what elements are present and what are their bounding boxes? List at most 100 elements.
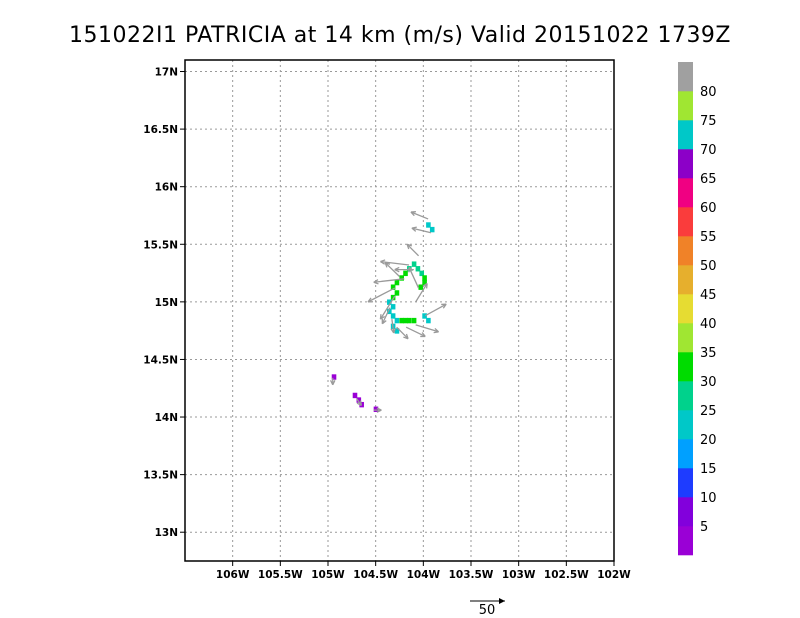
wind-speed-cell [390, 313, 396, 319]
colorbar-label: 50 [700, 259, 717, 274]
wind-vectors [330, 211, 447, 413]
wind-speed-cell [394, 328, 400, 334]
colorbar-label: 60 [700, 201, 717, 216]
colorbar-segment [678, 381, 693, 411]
colorbar-label: 35 [700, 346, 717, 361]
wind-vector-head [410, 211, 416, 217]
colorbar-label: 40 [700, 317, 717, 332]
wind-vector-head [420, 332, 426, 338]
wind-speed-cell [394, 290, 400, 296]
reference-vector: 50 [470, 598, 505, 618]
wind-speed-cell [390, 304, 396, 310]
wind-speed-cell [429, 226, 435, 233]
wind-speed-cell [387, 299, 392, 305]
wind-speed-cell [419, 270, 425, 277]
colorbar-segment [678, 497, 693, 527]
y-tick-label: 15N [155, 297, 178, 309]
colorbar-label: 15 [700, 462, 717, 477]
wind-vector [415, 324, 440, 334]
colorbar-label: 25 [700, 404, 717, 419]
wind-speed-cell [422, 279, 427, 286]
wind-vector [411, 226, 432, 234]
colorbar-segment [678, 178, 693, 208]
wind-speed-cell [390, 284, 396, 290]
wind-speed-cell [399, 275, 404, 281]
wind-vector-shaft [406, 243, 420, 257]
wind-vector-shaft [391, 319, 395, 334]
wind-vector-head [380, 259, 386, 265]
colorbar-label: 45 [700, 288, 717, 303]
wind-vector-head [367, 297, 374, 303]
wind-vector-head [408, 266, 414, 273]
colorbar-segment [678, 62, 693, 92]
colorbar-segment [678, 236, 693, 266]
wind-vector-shaft [410, 211, 429, 220]
wind-vector [379, 295, 396, 320]
plot-frame [184, 59, 615, 562]
x-tick-label: 104W [407, 569, 441, 581]
wind-vector [424, 303, 447, 317]
colorbar-segment [678, 91, 693, 121]
wind-vector-head [376, 407, 382, 413]
x-tick-label: 106W [216, 569, 250, 581]
wind-vector-head [394, 266, 400, 273]
wind-vector-shaft [381, 307, 391, 325]
wind-speed-cell [418, 284, 424, 290]
wind-vector-shaft [367, 287, 396, 303]
wind-speed-cell [415, 266, 421, 272]
colorbar-segment [678, 265, 693, 295]
wind-vector [367, 287, 396, 303]
wind-vector-head [390, 328, 396, 334]
y-tick-label: 16N [155, 182, 178, 194]
x-tick-label: 105W [311, 569, 345, 581]
wind-vector [356, 398, 363, 407]
wind-speed-cell [403, 317, 408, 324]
x-tick-label: 102W [597, 569, 631, 581]
chart-title: 151022I1 PATRICIA at 14 km (m/s) Valid 2… [69, 23, 731, 48]
wind-vector [373, 278, 405, 285]
wind-speed-cell [422, 313, 427, 319]
wind-vector-shaft [379, 295, 396, 320]
wind-speed-cell [426, 222, 431, 228]
wind-vector [408, 266, 420, 289]
x-tick-label: 105.5W [258, 569, 303, 581]
wind-speed-cell [426, 317, 431, 324]
colorbar-segment [678, 439, 693, 469]
colorbar-segment [678, 410, 693, 440]
wind-speed-cell [356, 397, 362, 403]
wind-vector [330, 377, 336, 386]
colorbar-label: 30 [700, 375, 717, 390]
x-tick-label: 103.5W [449, 569, 494, 581]
wind-vector-shaft [396, 326, 409, 340]
wind-vector-head [330, 380, 336, 386]
wind-vector-head [406, 243, 413, 250]
colorbar-segment [678, 149, 693, 179]
wind-vector-shaft [405, 326, 426, 337]
colorbar-segment [678, 352, 693, 382]
wind-vector [381, 307, 391, 325]
wind-vector [406, 243, 420, 257]
wind-speed-cell [352, 392, 358, 399]
wind-vector-head [433, 327, 440, 334]
wind-vector [415, 282, 428, 303]
wind-vector-head [381, 318, 387, 325]
wind-vector-shaft [384, 262, 400, 277]
wind-vector-shaft [380, 260, 410, 266]
wind-vector-shaft [415, 283, 428, 303]
colorbar-segment [678, 207, 693, 237]
colorbar: 5 10 15 20 25 30 35 40 45 50 55 60 65 70 75 80 [678, 62, 717, 556]
wind-speed-cell [373, 406, 379, 412]
wind-vector-shaft [408, 267, 420, 289]
wind-speed-cell [403, 270, 408, 277]
colorbar-label: 65 [700, 172, 717, 187]
wind-speed-cell [387, 308, 392, 315]
colorbar-segment [678, 468, 693, 498]
x-axis-ticks: 106W 105.5W 105W 104.5W 104W 103.5W 103W 102.5W… [216, 561, 631, 581]
wind-vector [384, 262, 400, 277]
wind-speed-cell [411, 317, 417, 324]
colorbar-segment [678, 120, 693, 150]
x-tick-label: 104.5W [353, 569, 398, 581]
colorbar-segment [678, 294, 693, 324]
colorbar-label: 75 [700, 114, 717, 129]
wind-vector-head [403, 333, 409, 340]
